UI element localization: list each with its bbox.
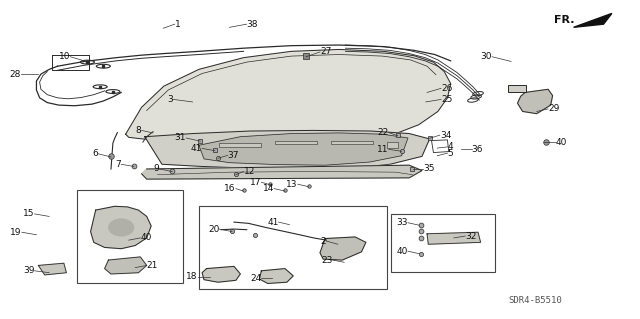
Polygon shape — [125, 49, 451, 147]
Text: 40: 40 — [140, 234, 152, 242]
Polygon shape — [141, 165, 422, 179]
Text: 23: 23 — [321, 256, 333, 264]
Polygon shape — [320, 237, 366, 260]
Text: 27: 27 — [320, 48, 332, 56]
Text: 13: 13 — [286, 180, 298, 189]
Text: 39: 39 — [23, 266, 35, 275]
Text: 18: 18 — [186, 272, 198, 281]
Text: 20: 20 — [208, 225, 220, 234]
Polygon shape — [104, 257, 147, 274]
Text: 41: 41 — [268, 218, 278, 226]
Polygon shape — [38, 263, 67, 275]
Polygon shape — [332, 141, 373, 144]
Text: 11: 11 — [378, 145, 389, 154]
Bar — [392, 214, 495, 272]
Polygon shape — [199, 133, 408, 165]
Text: 34: 34 — [440, 131, 451, 140]
Text: 5: 5 — [447, 149, 453, 158]
Ellipse shape — [108, 219, 134, 236]
Polygon shape — [387, 142, 398, 148]
Text: 29: 29 — [548, 104, 559, 113]
Polygon shape — [91, 206, 151, 249]
Text: 16: 16 — [225, 184, 236, 193]
Text: 6: 6 — [93, 149, 99, 158]
Text: 38: 38 — [246, 20, 258, 29]
Text: 21: 21 — [147, 261, 158, 270]
Text: 32: 32 — [465, 232, 477, 241]
Text: 12: 12 — [244, 167, 255, 176]
Text: 28: 28 — [9, 70, 20, 78]
Text: 22: 22 — [378, 128, 389, 137]
Bar — [77, 189, 183, 284]
Polygon shape — [202, 266, 241, 282]
Polygon shape — [259, 269, 293, 284]
Polygon shape — [573, 13, 612, 27]
Text: 8: 8 — [136, 126, 141, 135]
Text: 10: 10 — [59, 52, 70, 61]
Text: 7: 7 — [115, 160, 121, 169]
Polygon shape — [275, 141, 317, 144]
Text: 31: 31 — [175, 133, 186, 143]
Text: 30: 30 — [481, 52, 492, 61]
Text: 26: 26 — [441, 84, 452, 93]
Text: 40: 40 — [397, 247, 408, 256]
Text: 25: 25 — [441, 95, 452, 104]
Text: 3: 3 — [168, 95, 173, 104]
Text: 1: 1 — [175, 20, 180, 29]
Text: 19: 19 — [10, 228, 22, 237]
Text: 40: 40 — [556, 137, 567, 147]
Text: 35: 35 — [423, 165, 435, 174]
Polygon shape — [427, 232, 481, 244]
Text: 9: 9 — [154, 165, 159, 174]
Text: 15: 15 — [23, 209, 35, 219]
Text: 24: 24 — [250, 274, 261, 283]
Text: 14: 14 — [263, 184, 274, 193]
Text: 33: 33 — [396, 218, 408, 227]
Bar — [199, 206, 387, 289]
Text: 36: 36 — [472, 145, 483, 154]
Text: 2: 2 — [321, 237, 326, 246]
Text: 4: 4 — [447, 142, 453, 151]
Polygon shape — [220, 143, 260, 146]
Bar — [508, 85, 526, 92]
Polygon shape — [518, 89, 552, 114]
Text: 41: 41 — [191, 144, 202, 153]
Text: 17: 17 — [250, 178, 261, 187]
Polygon shape — [145, 130, 429, 169]
Text: SDR4-B5510: SDR4-B5510 — [508, 296, 562, 305]
Text: 37: 37 — [228, 151, 239, 160]
Text: FR.: FR. — [554, 15, 575, 26]
